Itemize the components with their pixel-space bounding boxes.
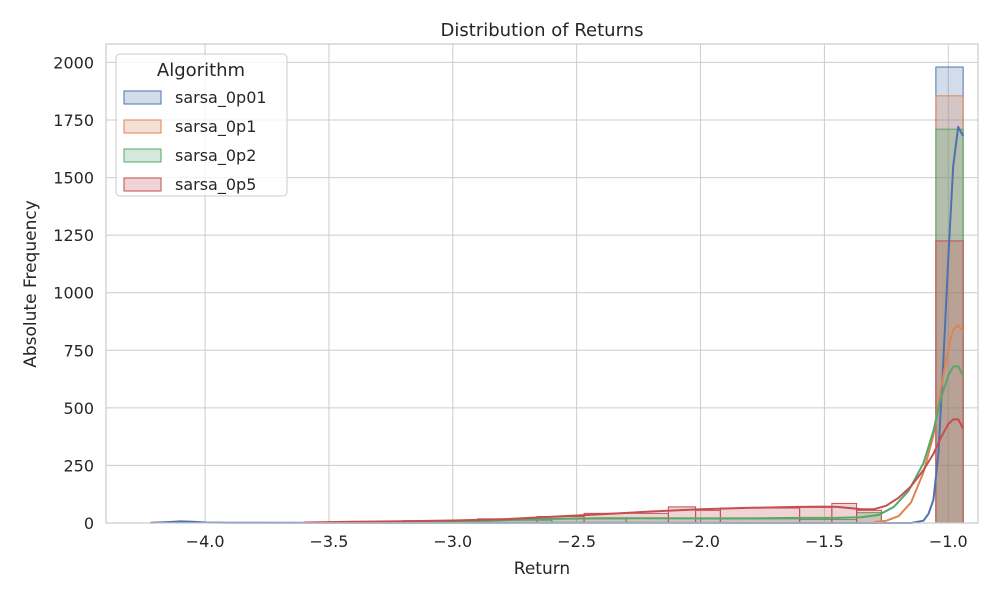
bar-sarsa_0p5-7 xyxy=(719,507,801,524)
legend-swatch-sarsa_0p1 xyxy=(123,119,162,134)
x-axis-title: Return xyxy=(514,559,570,579)
x-tick-label: −3.5 xyxy=(310,532,349,551)
legend-title: Algorithm xyxy=(157,60,245,81)
bar-sarsa_0p1-0 xyxy=(935,95,964,524)
kde-line-sarsa_0p1 xyxy=(873,324,964,524)
x-tick-label: −1.0 xyxy=(929,532,968,551)
x-tick-label: −3.0 xyxy=(433,532,472,551)
y-tick-label: 500 xyxy=(63,399,94,418)
legend: Algorithm sarsa_0p01sarsa_0p1sarsa_0p2sa… xyxy=(115,53,288,197)
kde-line-sarsa_0p2 xyxy=(378,365,964,524)
kde-curves xyxy=(150,125,964,524)
legend-items: sarsa_0p01 sarsa_0p1 sarsa_0p2 sarsa_0p5 xyxy=(123,88,267,195)
legend-label-sarsa_0p5: sarsa_0p5 xyxy=(175,175,256,195)
plot-frame xyxy=(105,43,979,524)
legend-swatch-sarsa_0p01 xyxy=(123,90,162,105)
chart-title: Distribution of Returns xyxy=(441,20,644,41)
bar-sarsa_0p01-0 xyxy=(935,66,964,524)
legend-swatch-sarsa_0p5 xyxy=(123,177,162,192)
bar-sarsa_0p5-8 xyxy=(799,506,833,524)
legend-swatch-sarsa_0p2 xyxy=(123,148,162,163)
y-tick-label: 1750 xyxy=(53,111,94,130)
y-tick-label: 2000 xyxy=(53,53,94,72)
bar-sarsa_0p5-11 xyxy=(935,240,964,524)
x-tick-label: −2.0 xyxy=(681,532,720,551)
y-tick-label: 250 xyxy=(63,456,94,475)
y-tick-label: 1250 xyxy=(53,226,94,245)
y-tick-label: 750 xyxy=(63,341,94,360)
y-tick-label: 1000 xyxy=(53,284,94,303)
x-tick-label: −4.0 xyxy=(186,532,225,551)
kde-line-sarsa_0p01 xyxy=(150,125,964,524)
y-tick-labels: 0 250 500 750 1000 1250 1500 1750 2000 xyxy=(53,53,94,533)
bar-sarsa_0p5-6 xyxy=(695,509,721,524)
x-tick-label: −1.5 xyxy=(805,532,844,551)
legend-label-sarsa_0p01: sarsa_0p01 xyxy=(175,88,267,108)
y-tick-label: 0 xyxy=(84,514,94,533)
legend-label-sarsa_0p1: sarsa_0p1 xyxy=(175,117,256,137)
x-tick-labels: −4.0 −3.5 −3.0 −2.5 −2.0 −1.5 −1.0 xyxy=(186,532,968,551)
x-tick-label: −2.5 xyxy=(557,532,596,551)
legend-box xyxy=(115,53,288,197)
legend-label-sarsa_0p2: sarsa_0p2 xyxy=(175,146,256,166)
y-tick-label: 1500 xyxy=(53,169,94,188)
kde-line-sarsa_0p5 xyxy=(304,418,964,524)
y-axis-title: Absolute Frequency xyxy=(21,200,41,368)
